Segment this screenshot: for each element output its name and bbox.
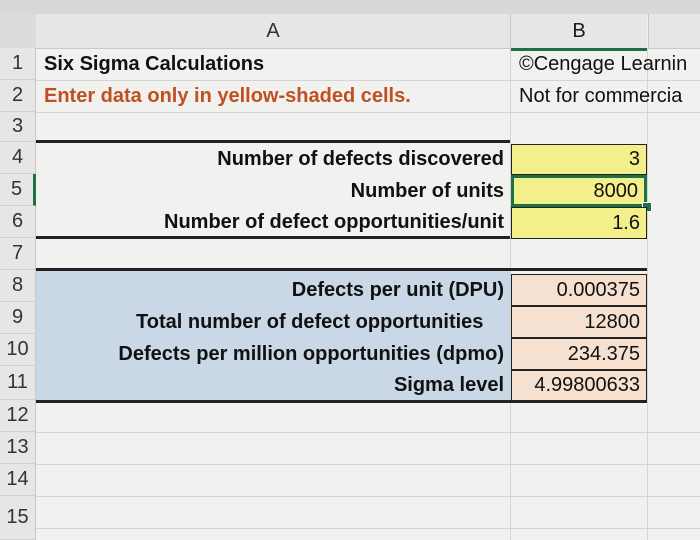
output-dpmo-cell[interactable]: 234.375 [511, 338, 647, 370]
row-header[interactable]: 14 [0, 464, 36, 496]
grid-line [36, 112, 700, 113]
column-header-c[interactable] [648, 14, 700, 49]
copyright-text[interactable]: ©Cengage Learnin [519, 52, 688, 75]
column-header-b[interactable]: B [511, 14, 647, 51]
row-header[interactable]: 15 [0, 496, 36, 540]
row-header[interactable]: 8 [0, 270, 36, 302]
output-label-total-opportunities[interactable]: Total number of defect opportunities [136, 310, 484, 333]
output-label-sigma[interactable]: Sigma level [393, 373, 504, 396]
column-header-a[interactable]: A [36, 14, 511, 49]
input-label-opportunities[interactable]: Number of defect opportunities/unit [164, 210, 504, 233]
sheet-title[interactable]: Six Sigma Calculations [44, 52, 265, 75]
row-header[interactable]: 11 [0, 366, 36, 400]
row-header[interactable]: 6 [0, 206, 36, 238]
grid-line [36, 528, 700, 529]
row-header[interactable]: 10 [0, 334, 36, 366]
grid-line [36, 464, 700, 465]
input-label-defects[interactable]: Number of defects discovered [217, 147, 504, 170]
input-defects-cell[interactable]: 3 [511, 144, 647, 175]
select-all-corner[interactable] [0, 14, 37, 49]
row-header[interactable]: 1 [0, 48, 36, 80]
row-header[interactable]: 13 [0, 432, 36, 464]
row-header[interactable]: 3 [0, 112, 36, 142]
section-border [36, 268, 647, 271]
output-sigma-cell[interactable]: 4.99800633 [511, 370, 647, 401]
section-border [36, 140, 510, 143]
results-block [36, 270, 510, 400]
row-header[interactable]: 2 [0, 80, 36, 112]
row-header[interactable]: 12 [0, 400, 36, 432]
output-dpu-cell[interactable]: 0.000375 [511, 274, 647, 306]
output-label-dpu[interactable]: Defects per unit (DPU) [291, 278, 504, 301]
row-header[interactable]: 9 [0, 302, 36, 334]
input-label-units[interactable]: Number of units [350, 179, 504, 202]
usage-note[interactable]: Not for commercia [519, 84, 683, 107]
grid-line [510, 48, 511, 540]
ribbon-edge [0, 0, 700, 14]
section-border [36, 236, 510, 239]
grid-line [36, 496, 700, 497]
row-header[interactable]: 4 [0, 142, 36, 174]
input-opportunities-cell[interactable]: 1.6 [511, 207, 647, 239]
grid-line [36, 80, 700, 81]
output-label-dpmo[interactable]: Defects per million opportunities (dpmo) [118, 342, 504, 365]
instruction-text[interactable]: Enter data only in yellow-shaded cells. [44, 84, 411, 107]
row-header-selected[interactable]: 5 [0, 174, 36, 206]
section-border [36, 400, 647, 403]
row-header[interactable]: 7 [0, 238, 36, 270]
grid-line [647, 48, 648, 540]
grid-line [36, 432, 700, 433]
input-units-cell-selected[interactable]: 8000 [511, 175, 647, 207]
output-total-opportunities-cell[interactable]: 12800 [511, 306, 647, 338]
